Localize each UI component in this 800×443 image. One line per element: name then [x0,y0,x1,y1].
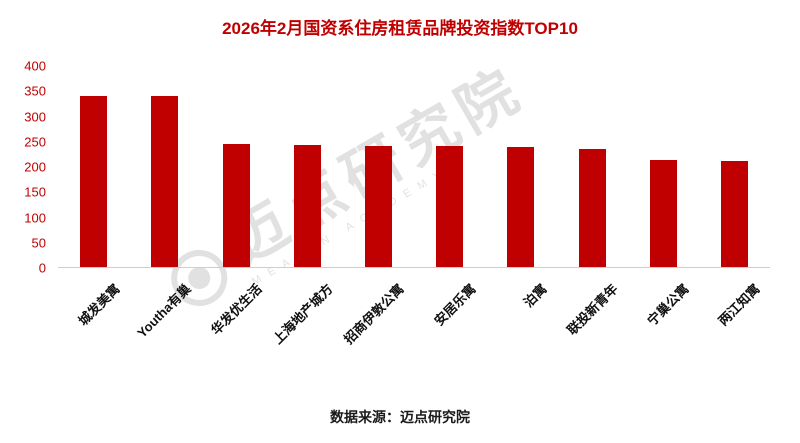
bar-3 [222,143,250,267]
chart-title: 2026年2月国资系住房租赁品牌投资指数TOP10 [222,19,578,38]
bar-column: 泊寓 [485,66,556,310]
x-tick-label: 联投新青年 [564,281,621,338]
bar-column: 城发美寓 [58,66,129,329]
bar-chart: 0 50 100 150 200 250 300 350 400 城发美寓 Youtha有巢 华发优… [24,59,770,347]
bar-column: 上海地产城方 [270,66,343,347]
bar-column: 安居乐寓 [414,66,485,329]
bar-1 [80,95,108,267]
bar-10 [720,161,748,267]
bar-column: 宁巢公寓 [628,66,699,329]
x-tick-label: 泊寓 [520,281,550,311]
bar-column: Youtha有巢 [129,66,200,341]
bar-column: 华发优生活 [200,66,271,338]
bar-4 [293,145,321,267]
bar-column: 招商伊敦公寓 [341,66,414,347]
bar-column: 联投新青年 [556,66,627,338]
x-tick-label: 华发优生活 [208,281,265,338]
plot-area: 城发美寓 Youtha有巢 华发优生活 上海地产城方 招商伊敦公寓 安居乐寓 泊寓 联投新青年… [58,66,770,347]
bar-6 [436,146,464,267]
y-tick-label: 200 [24,159,46,175]
source-text: 数据来源：迈点研究院 [330,409,470,425]
x-tick-label: Youtha有巢 [134,281,194,341]
y-tick-label: 0 [38,260,46,276]
x-tick-label: 安居乐寓 [430,281,479,329]
y-tick-label: 300 [24,109,46,124]
x-tick-label: 上海地产城方 [270,281,336,347]
x-tick-label: 两江知寓 [715,281,764,329]
x-tick-label: 城发美寓 [74,281,123,329]
y-tick-label: 250 [24,134,46,150]
x-tick-label: 宁巢公寓 [644,281,692,329]
bar-2 [151,96,179,267]
y-axis: 0 50 100 150 200 250 300 350 400 [4,59,58,276]
bar-column: 两江知寓 [699,66,770,329]
y-tick-label: 150 [24,184,46,200]
bar-9 [649,160,677,267]
x-tick-label: 招商伊敦公寓 [341,281,408,347]
y-tick-label: 100 [24,210,46,225]
y-tick-label: 50 [31,235,46,251]
y-tick-label: 400 [24,58,46,74]
bar-8 [578,149,606,267]
y-tick-label: 350 [24,83,46,99]
bar-5 [364,145,392,267]
bar-7 [507,147,535,267]
